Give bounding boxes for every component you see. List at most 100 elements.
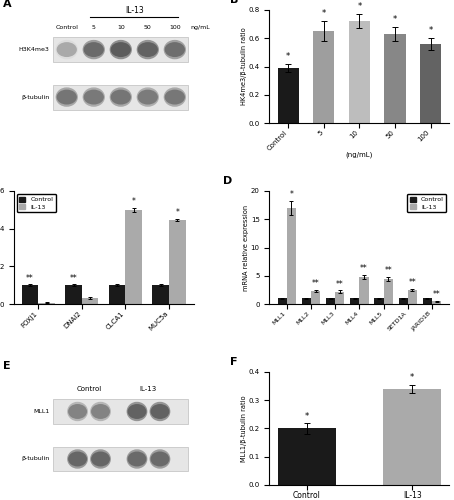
- Text: MLL1: MLL1: [34, 409, 49, 414]
- Text: *: *: [286, 52, 291, 61]
- Bar: [385, 34, 406, 123]
- Text: **: **: [433, 290, 440, 299]
- Text: **: **: [312, 279, 320, 288]
- Text: 100: 100: [169, 26, 181, 30]
- Ellipse shape: [127, 450, 148, 468]
- Bar: [311, 291, 320, 304]
- Ellipse shape: [109, 88, 132, 107]
- Text: β-tubulin: β-tubulin: [21, 456, 49, 462]
- FancyBboxPatch shape: [53, 84, 188, 110]
- Text: *: *: [357, 2, 361, 12]
- Ellipse shape: [149, 402, 170, 421]
- Bar: [22, 285, 38, 304]
- Ellipse shape: [67, 450, 88, 468]
- Bar: [326, 298, 335, 304]
- Bar: [153, 285, 169, 304]
- Ellipse shape: [150, 404, 169, 419]
- Y-axis label: mRNA relative expression: mRNA relative expression: [243, 204, 249, 290]
- Bar: [277, 298, 287, 304]
- Bar: [277, 68, 299, 123]
- Bar: [360, 277, 369, 304]
- Ellipse shape: [57, 42, 77, 57]
- Ellipse shape: [91, 452, 110, 466]
- Text: B: B: [230, 0, 238, 6]
- Bar: [38, 302, 55, 304]
- Y-axis label: HK4me3/β-tubulin ratio: HK4me3/β-tubulin ratio: [241, 28, 247, 106]
- Text: Control: Control: [76, 386, 102, 392]
- Bar: [384, 278, 393, 304]
- Text: **: **: [409, 278, 416, 287]
- Text: *: *: [322, 10, 326, 18]
- Text: *: *: [175, 208, 179, 217]
- Text: 10: 10: [117, 26, 125, 30]
- Ellipse shape: [84, 90, 104, 104]
- Ellipse shape: [83, 40, 105, 60]
- Text: D: D: [222, 176, 232, 186]
- Ellipse shape: [128, 452, 147, 466]
- Ellipse shape: [55, 88, 78, 107]
- Ellipse shape: [163, 88, 186, 107]
- Text: *: *: [132, 196, 136, 205]
- Ellipse shape: [67, 402, 88, 421]
- Text: *: *: [393, 15, 397, 24]
- Ellipse shape: [128, 404, 147, 419]
- Ellipse shape: [109, 40, 132, 60]
- Text: *: *: [305, 412, 309, 420]
- Ellipse shape: [68, 452, 87, 466]
- Bar: [375, 298, 384, 304]
- Ellipse shape: [68, 404, 87, 419]
- Text: β-tubulin: β-tubulin: [21, 94, 49, 100]
- X-axis label: (ng/mL): (ng/mL): [346, 152, 373, 158]
- Bar: [169, 220, 186, 304]
- Bar: [125, 210, 142, 304]
- Ellipse shape: [165, 90, 185, 104]
- FancyBboxPatch shape: [53, 399, 188, 424]
- Legend: Control, IL-13: Control, IL-13: [407, 194, 446, 212]
- Ellipse shape: [165, 42, 185, 57]
- Text: A: A: [3, 0, 11, 9]
- Bar: [277, 428, 336, 485]
- Text: **: **: [360, 264, 368, 273]
- Bar: [350, 298, 360, 304]
- Text: **: **: [385, 266, 392, 275]
- Text: F: F: [230, 358, 237, 368]
- Ellipse shape: [150, 452, 169, 466]
- Text: Control: Control: [55, 26, 78, 30]
- Text: 50: 50: [144, 26, 152, 30]
- Ellipse shape: [137, 40, 159, 60]
- FancyBboxPatch shape: [53, 446, 188, 471]
- Ellipse shape: [149, 450, 170, 468]
- Ellipse shape: [111, 90, 131, 104]
- Bar: [302, 298, 311, 304]
- Bar: [399, 298, 408, 304]
- Legend: Control, IL-13: Control, IL-13: [17, 194, 56, 212]
- Bar: [420, 44, 441, 123]
- Ellipse shape: [90, 450, 111, 468]
- Text: *: *: [410, 374, 415, 382]
- Bar: [432, 301, 441, 304]
- Text: **: **: [70, 274, 78, 283]
- Bar: [313, 31, 335, 123]
- Ellipse shape: [163, 40, 186, 60]
- Ellipse shape: [83, 88, 105, 107]
- Bar: [109, 285, 125, 304]
- Text: **: **: [336, 280, 344, 289]
- Ellipse shape: [111, 42, 131, 57]
- Bar: [287, 208, 296, 304]
- Text: *: *: [289, 190, 293, 200]
- Text: IL-13: IL-13: [140, 386, 157, 392]
- Ellipse shape: [138, 90, 158, 104]
- Text: IL-13: IL-13: [125, 6, 143, 15]
- Bar: [65, 285, 82, 304]
- Ellipse shape: [90, 402, 111, 421]
- Text: **: **: [26, 274, 34, 283]
- Text: ng/mL: ng/mL: [190, 26, 210, 30]
- Ellipse shape: [55, 40, 78, 60]
- Ellipse shape: [137, 88, 159, 107]
- Ellipse shape: [127, 402, 148, 421]
- Text: 5: 5: [92, 26, 96, 30]
- Bar: [82, 298, 99, 304]
- Bar: [349, 22, 370, 123]
- Text: H3K4me3: H3K4me3: [19, 47, 49, 52]
- FancyBboxPatch shape: [53, 37, 188, 62]
